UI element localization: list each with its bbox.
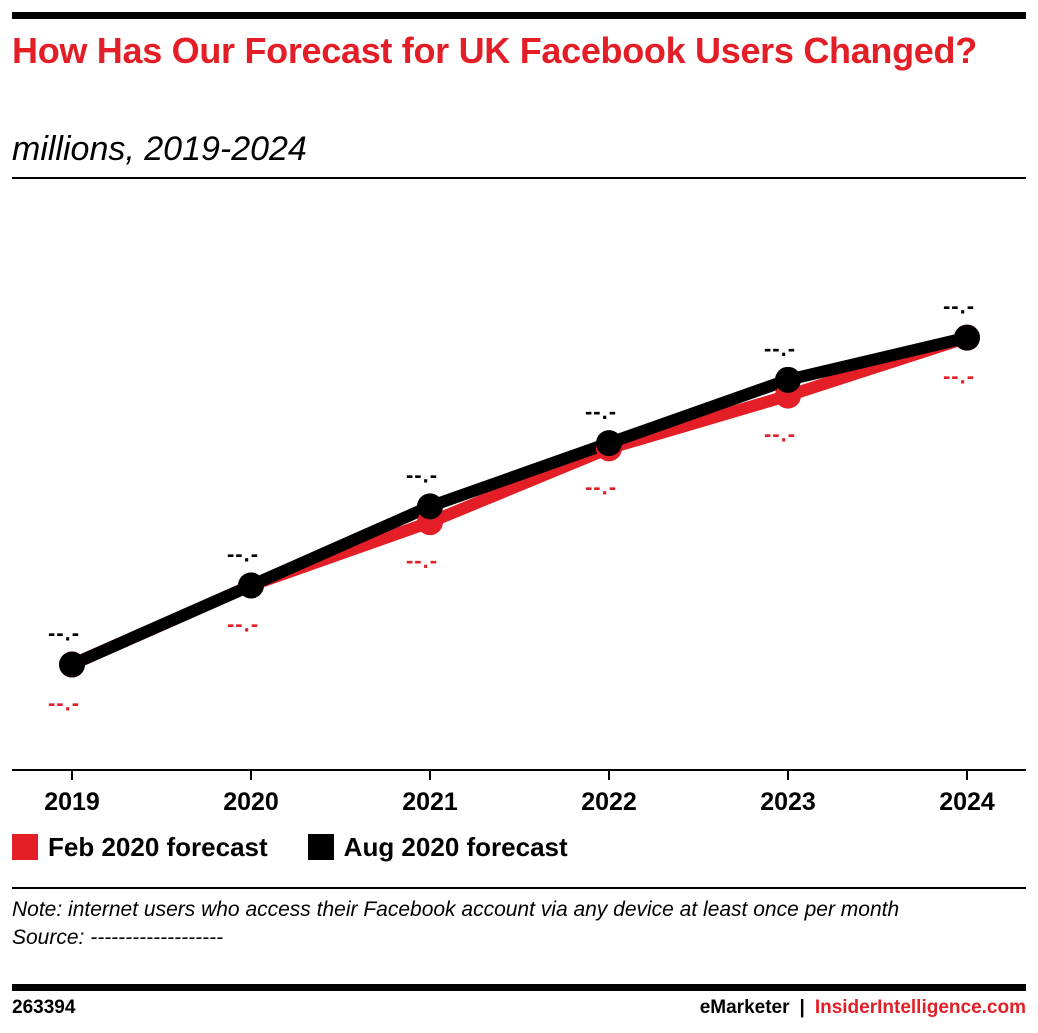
data-point-aug [596,430,622,457]
data-label-feb: --.- [764,422,796,447]
top-rule [12,12,1026,19]
data-label-feb: --.- [227,611,259,636]
footer-brand: eMarketer | InsiderIntelligence.com [700,997,1026,1019]
x-tick-label: 2021 [402,788,458,816]
chart-note: Note: internet users who access their Fa… [12,896,1022,952]
data-label-feb: --.- [943,364,975,389]
x-tick-label: 2023 [760,788,816,816]
brand-emarketer: eMarketer [699,997,790,1018]
x-tick-label: 2019 [44,788,100,816]
data-label-aug: --.- [48,621,80,646]
chart-title: How Has Our Forecast for UK Facebook Use… [12,30,977,71]
data-label-feb: --.- [585,474,617,499]
title-divider [12,177,1026,179]
source-text: Source: ------------------- [12,926,224,949]
legend-item-feb: Feb 2020 forecast [12,832,268,863]
data-point-aug [417,493,443,520]
data-label-aug: --.- [585,399,617,424]
legend-label-aug: Aug 2020 forecast [343,831,568,862]
legend: Feb 2020 forecast Aug 2020 forecast [12,830,608,864]
series-line-aug [66,331,973,671]
x-tick-label: 2020 [223,788,279,816]
legend-label-feb: Feb 2020 forecast [48,831,268,862]
data-label-aug: --.- [764,336,796,361]
data-label-feb: --.- [48,691,80,716]
data-label-feb: --.- [406,548,438,573]
note-divider [12,887,1026,889]
chart-id: 263394 [12,997,76,1018]
data-label-aug: --.- [406,462,438,487]
line-chart: 2019 2020 2021 2022 2023 2024 --.- --.- --.- --.-… [12,294,1026,816]
brand-separator: | [799,997,805,1018]
note-text: Note: internet users who access their Fa… [12,898,900,921]
series-line-feb [66,331,973,671]
chart-subtitle: millions, 2019-2024 [12,130,307,168]
legend-swatch-aug [307,834,334,860]
data-label-aug: --.- [227,541,259,566]
data-point-aug [59,651,85,678]
legend-swatch-feb [12,834,38,860]
bottom-rule [12,984,1026,991]
legend-item-aug: Aug 2020 forecast [307,831,568,863]
data-point-aug [775,366,801,393]
data-point-aug [238,572,264,599]
data-label-aug: --.- [943,294,975,319]
x-tick-label: 2022 [581,788,637,816]
x-tick-label: 2024 [939,788,995,816]
data-point-aug [954,324,980,351]
brand-insider-intelligence: InsiderIntelligence.com [814,997,1026,1018]
